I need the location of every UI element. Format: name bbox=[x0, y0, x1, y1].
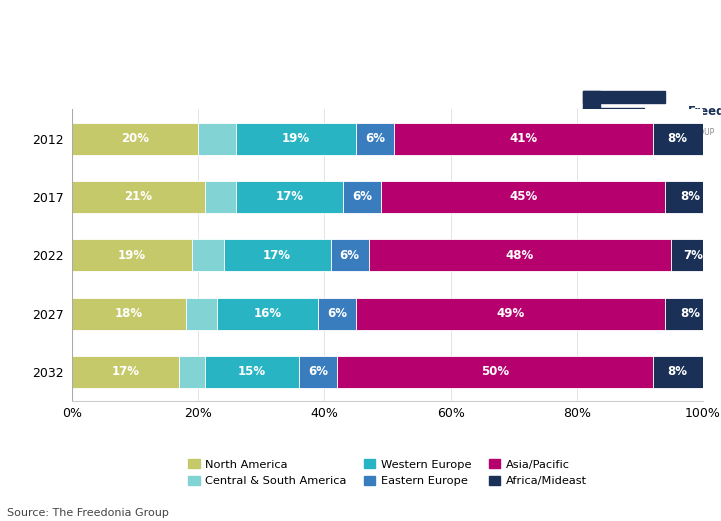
Text: (million dollars): (million dollars) bbox=[9, 65, 112, 75]
Text: Global Construction Chemical Demand Share by Region,: Global Construction Chemical Demand Shar… bbox=[9, 24, 371, 34]
Bar bbox=[72, 181, 205, 213]
Text: 8%: 8% bbox=[668, 132, 688, 145]
Text: 50%: 50% bbox=[481, 365, 509, 378]
Bar bbox=[299, 356, 337, 388]
Bar bbox=[583, 108, 644, 120]
Bar bbox=[236, 122, 356, 155]
Bar bbox=[665, 297, 716, 330]
Bar bbox=[186, 297, 217, 330]
Bar bbox=[205, 181, 236, 213]
Bar bbox=[653, 122, 703, 155]
Text: 6%: 6% bbox=[353, 191, 372, 204]
Text: 7%: 7% bbox=[684, 249, 704, 262]
Text: 19%: 19% bbox=[282, 132, 310, 145]
Bar bbox=[381, 181, 665, 213]
Bar bbox=[192, 239, 224, 271]
Bar bbox=[356, 122, 394, 155]
Text: Figure 3-2.: Figure 3-2. bbox=[9, 6, 80, 16]
Bar bbox=[356, 297, 665, 330]
Text: 6%: 6% bbox=[365, 132, 385, 145]
Bar bbox=[653, 356, 703, 388]
Text: Source: The Freedonia Group: Source: The Freedonia Group bbox=[7, 508, 169, 518]
Text: 19%: 19% bbox=[118, 249, 146, 262]
Text: 17%: 17% bbox=[275, 191, 304, 204]
Text: Freedonia: Freedonia bbox=[687, 105, 721, 118]
Text: 41%: 41% bbox=[509, 132, 537, 145]
Text: 2012, 2017, 2022, 2027, & 2032: 2012, 2017, 2022, 2027, & 2032 bbox=[9, 44, 214, 54]
Bar bbox=[394, 122, 653, 155]
Bar bbox=[72, 297, 186, 330]
Bar bbox=[671, 239, 715, 271]
Text: 21%: 21% bbox=[124, 191, 152, 204]
Text: 6%: 6% bbox=[340, 249, 360, 262]
Legend: North America, Central & South America, Western Europe, Eastern Europe, Asia/Pac: North America, Central & South America, … bbox=[188, 460, 587, 486]
Bar bbox=[217, 297, 318, 330]
Bar bbox=[665, 181, 716, 213]
Text: 6%: 6% bbox=[308, 365, 328, 378]
Bar bbox=[583, 92, 665, 103]
Bar bbox=[205, 356, 299, 388]
Bar bbox=[180, 356, 205, 388]
Bar bbox=[72, 122, 198, 155]
Text: GROUP: GROUP bbox=[687, 128, 715, 137]
Bar bbox=[331, 239, 368, 271]
Text: 17%: 17% bbox=[263, 249, 291, 262]
Text: 15%: 15% bbox=[238, 365, 266, 378]
Bar bbox=[337, 356, 653, 388]
Text: 20%: 20% bbox=[121, 132, 149, 145]
Text: 48%: 48% bbox=[506, 249, 534, 262]
Bar bbox=[583, 92, 600, 137]
Bar bbox=[224, 239, 331, 271]
Text: 8%: 8% bbox=[681, 307, 700, 320]
Text: 45%: 45% bbox=[509, 191, 537, 204]
Text: 6%: 6% bbox=[327, 307, 347, 320]
Text: 8%: 8% bbox=[681, 191, 700, 204]
Bar bbox=[72, 239, 192, 271]
Text: 16%: 16% bbox=[254, 307, 282, 320]
Bar bbox=[236, 181, 343, 213]
Text: 17%: 17% bbox=[112, 365, 140, 378]
Bar bbox=[368, 239, 671, 271]
Bar bbox=[343, 181, 381, 213]
Bar bbox=[72, 356, 180, 388]
Text: 49%: 49% bbox=[497, 307, 525, 320]
Bar bbox=[318, 297, 356, 330]
Bar bbox=[583, 139, 665, 150]
Text: 8%: 8% bbox=[668, 365, 688, 378]
Bar bbox=[198, 122, 236, 155]
Text: 18%: 18% bbox=[115, 307, 143, 320]
